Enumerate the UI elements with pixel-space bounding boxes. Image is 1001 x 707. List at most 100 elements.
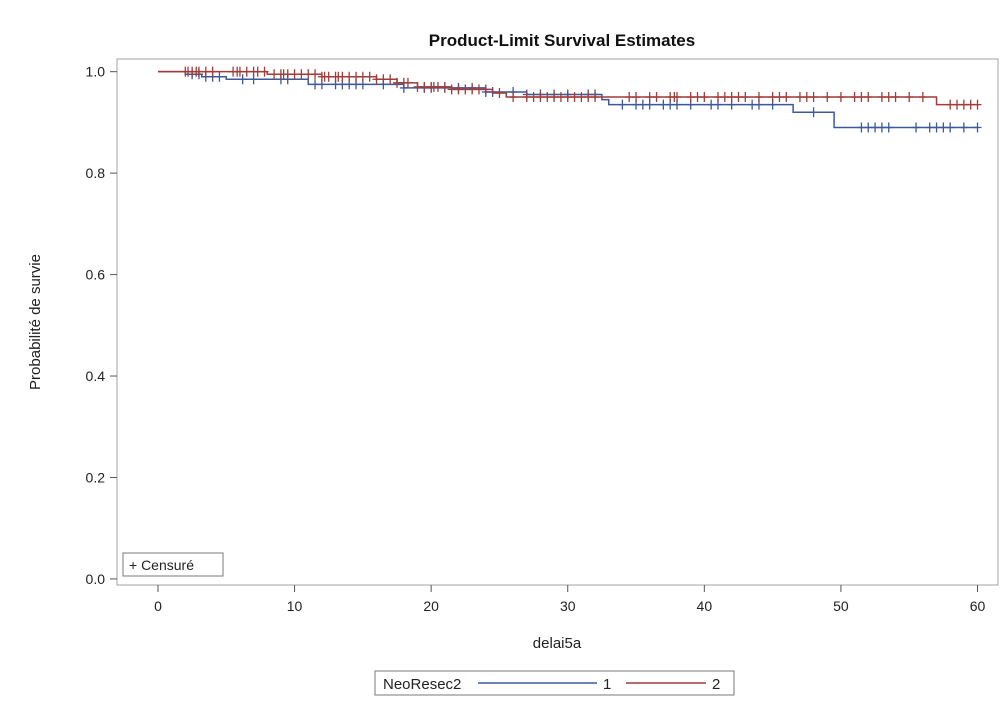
x-tick-label: 30 bbox=[560, 598, 576, 614]
censor-mark-series-2 bbox=[918, 92, 927, 103]
censor-mark-series-1 bbox=[311, 79, 320, 90]
censor-mark-series-2 bbox=[481, 84, 490, 95]
censor-mark-series-2 bbox=[754, 92, 763, 103]
censor-mark-series-2 bbox=[270, 69, 279, 80]
censor-mark-series-1 bbox=[809, 107, 818, 118]
censor-mark-series-2 bbox=[966, 99, 975, 110]
censor-mark-series-2 bbox=[645, 92, 654, 103]
censor-mark-series-2 bbox=[673, 92, 682, 103]
censor-mark-series-2 bbox=[570, 92, 579, 103]
censor-mark-series-1 bbox=[618, 99, 627, 110]
censor-mark-series-2 bbox=[393, 77, 402, 88]
y-tick-label: 0.0 bbox=[86, 571, 106, 587]
censor-mark-series-2 bbox=[795, 92, 804, 103]
x-tick-label: 60 bbox=[970, 598, 986, 614]
censor-mark-series-2 bbox=[741, 92, 750, 103]
x-tick-label: 50 bbox=[833, 598, 849, 614]
censor-mark-series-2 bbox=[652, 92, 661, 103]
censor-mark-series-2 bbox=[290, 69, 299, 80]
censor-mark-series-1 bbox=[973, 122, 982, 133]
censor-mark-series-1 bbox=[748, 99, 757, 110]
censor-mark-series-1 bbox=[238, 74, 247, 85]
censor-mark-series-2 bbox=[905, 92, 914, 103]
censor-mark-series-2 bbox=[522, 92, 531, 103]
legend-label-series-1: 1 bbox=[603, 676, 611, 693]
censor-mark-series-2 bbox=[563, 92, 572, 103]
censor-mark-series-1 bbox=[871, 122, 880, 133]
censor-mark-series-2 bbox=[379, 74, 388, 85]
censor-mark-series-2 bbox=[973, 99, 982, 110]
censor-mark-series-2 bbox=[461, 84, 470, 95]
y-tick-label: 0.2 bbox=[86, 469, 106, 485]
censor-mark-series-2 bbox=[953, 99, 962, 110]
censor-mark-series-2 bbox=[625, 92, 634, 103]
censor-mark-series-2 bbox=[727, 92, 736, 103]
x-tick-label: 20 bbox=[423, 598, 439, 614]
censor-mark-series-2 bbox=[802, 92, 811, 103]
censor-mark-series-2 bbox=[713, 92, 722, 103]
censor-mark-series-2 bbox=[529, 92, 538, 103]
censor-mark-series-1 bbox=[912, 122, 921, 133]
censor-mark-series-2 bbox=[877, 92, 886, 103]
censor-mark-series-1 bbox=[638, 99, 647, 110]
censor-mark-series-1 bbox=[939, 122, 948, 133]
censor-mark-series-2 bbox=[693, 92, 702, 103]
censor-mark-series-2 bbox=[591, 92, 600, 103]
censor-mark-series-2 bbox=[235, 66, 244, 77]
censor-mark-series-2 bbox=[386, 74, 395, 85]
censor-mark-series-2 bbox=[208, 66, 217, 77]
censor-mark-series-2 bbox=[823, 92, 832, 103]
censor-mark-series-2 bbox=[584, 92, 593, 103]
censor-mark-series-2 bbox=[433, 81, 442, 92]
censor-mark-series-2 bbox=[536, 92, 545, 103]
censor-mark-series-2 bbox=[686, 92, 695, 103]
censor-mark-series-2 bbox=[468, 84, 477, 95]
plot-area bbox=[116, 58, 999, 586]
censor-mark-series-1 bbox=[946, 122, 955, 133]
censor-mark-series-1 bbox=[659, 99, 668, 110]
survival-chart: Product-Limit Survival Estimates 0 10 20 30… bbox=[27, 31, 999, 696]
censor-mark-series-2 bbox=[782, 92, 791, 103]
censor-mark-series-2 bbox=[959, 99, 968, 110]
censor-mark-series-2 bbox=[372, 74, 381, 85]
censor-mark-series-2 bbox=[700, 92, 709, 103]
censor-mark-series-2 bbox=[509, 92, 518, 103]
censor-mark-series-2 bbox=[260, 66, 269, 77]
censor-mark-series-2 bbox=[577, 92, 586, 103]
censor-mark-series-1 bbox=[884, 122, 893, 133]
censor-mark-series-2 bbox=[632, 92, 641, 103]
censor-mark-series-2 bbox=[420, 81, 429, 92]
censor-mark-series-2 bbox=[809, 92, 818, 103]
x-axis-label: delai5a bbox=[533, 635, 582, 652]
y-tick-label: 0.8 bbox=[86, 165, 106, 181]
censor-mark-series-2 bbox=[550, 92, 559, 103]
censor-mark-series-2 bbox=[403, 77, 412, 88]
censored-legend-box: + Censuré bbox=[122, 552, 224, 577]
x-tick-label: 0 bbox=[154, 598, 162, 614]
censor-mark-series-2 bbox=[304, 69, 313, 80]
legend-title: NeoResec2 bbox=[383, 676, 461, 693]
censor-mark-series-2 bbox=[194, 66, 203, 77]
x-tick-label: 40 bbox=[697, 598, 713, 614]
x-tick-label: 10 bbox=[287, 598, 303, 614]
censor-mark-series-2 bbox=[768, 92, 777, 103]
censor-mark-series-2 bbox=[352, 71, 361, 82]
chart-frame: Product-Limit Survival Estimates 0 10 20 30… bbox=[6, 6, 1001, 702]
censor-mark-series-2 bbox=[338, 71, 347, 82]
censor-mark-series-2 bbox=[440, 81, 449, 92]
censor-mark-series-2 bbox=[358, 71, 367, 82]
censor-mark-series-2 bbox=[734, 92, 743, 103]
censor-mark-series-1 bbox=[857, 122, 866, 133]
censor-mark-series-1 bbox=[864, 122, 873, 133]
censor-mark-series-2 bbox=[324, 71, 333, 82]
censor-mark-series-2 bbox=[242, 66, 251, 77]
censor-mark-series-2 bbox=[884, 92, 893, 103]
censor-mark-series-2 bbox=[201, 66, 210, 77]
censor-mark-series-2 bbox=[775, 92, 784, 103]
censor-mark-series-2 bbox=[946, 99, 955, 110]
censor-mark-series-2 bbox=[283, 69, 292, 80]
censor-mark-series-1 bbox=[215, 71, 224, 82]
legend-label-series-2: 2 bbox=[712, 676, 720, 693]
censor-mark-series-2 bbox=[850, 92, 859, 103]
censor-mark-series-1 bbox=[707, 99, 716, 110]
